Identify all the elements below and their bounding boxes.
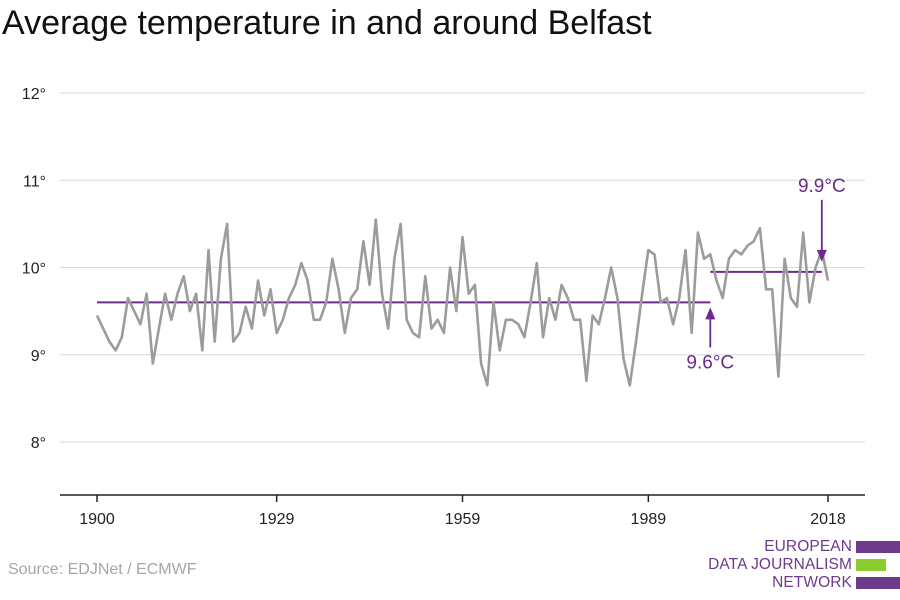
gridlines [60, 92, 865, 443]
annotation-arrow-head [816, 249, 827, 262]
logo-bar-3 [856, 577, 900, 589]
logo-line-1: EUROPEAN [764, 538, 852, 555]
edjnet-logo: EUROPEAN DATA JOURNALISM NETWORK [690, 538, 900, 598]
chart-title: Average temperature in and around Belfas… [2, 4, 652, 42]
logo-line-2: DATA JOURNALISM [708, 556, 852, 573]
series-group [95, 218, 830, 387]
annotation-arrow-head [705, 307, 716, 320]
temperature-series-line [95, 218, 830, 387]
source-note: Source: EDJNet / ECMWF [8, 561, 197, 578]
x-tick-label: 1959 [445, 511, 481, 528]
x-axis: 1900 1929 1959 1989 2018 [60, 494, 865, 528]
reference-lines [97, 270, 822, 304]
x-tick-label: 1900 [79, 511, 115, 528]
logo-line-3: NETWORK [772, 574, 852, 591]
y-tick-label: 8° [31, 435, 46, 452]
annotations: 9.6°C 9.9°C [686, 176, 845, 374]
x-tick-label: 2018 [810, 511, 846, 528]
annotation-label-9.9: 9.9°C [798, 176, 846, 197]
y-tick-label: 10° [22, 261, 46, 278]
y-tick-label: 12° [22, 86, 46, 103]
y-axis-ticks: 8° 9° 10° 11° 12° [22, 86, 46, 452]
annotation-label-9.6: 9.6°C [686, 352, 734, 373]
logo-bar-2 [856, 559, 886, 571]
y-tick-label: 11° [23, 173, 46, 190]
logo-bar-1 [856, 541, 900, 553]
y-tick-label: 9° [31, 348, 46, 365]
x-tick-label: 1929 [259, 511, 295, 528]
x-tick-label: 1989 [631, 511, 667, 528]
